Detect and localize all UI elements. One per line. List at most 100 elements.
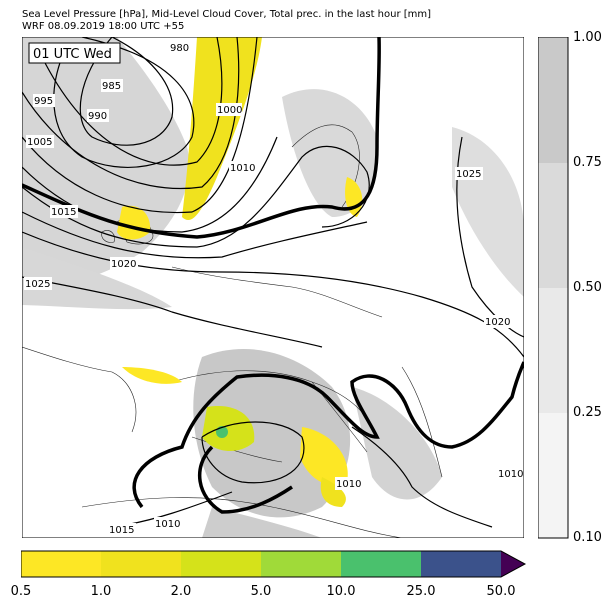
isobar-label: 1015 [109, 525, 134, 536]
isobar-985 [53, 37, 195, 168]
cloud-area-mediterranean [193, 348, 351, 518]
coast-south-europe [171, 370, 373, 428]
bold-1015-contour [22, 37, 524, 514]
isobar-1010 [22, 145, 370, 248]
cloud-bin-2 [538, 163, 568, 288]
precip-band-atlantic [182, 37, 262, 221]
coast-north-europe [171, 266, 383, 318]
precip-tick-label: 2.0 [170, 584, 192, 599]
isobar-980 [79, 37, 174, 146]
isobar-label: 995 [34, 96, 53, 107]
cloud-area-biscay [22, 247, 172, 310]
cloud-tick-label: 0.50 [573, 280, 602, 295]
isobar-label: 1005 [27, 137, 52, 148]
coast-sardinia-line [191, 436, 283, 463]
isobar-label: 1020 [111, 259, 136, 270]
chart-subtitle: WRF 08.09.2019 18:00 UTC +55 [22, 21, 185, 32]
precip-bin-3 [181, 551, 261, 577]
isobar-995 [22, 37, 240, 190]
precip-iberia [122, 367, 182, 384]
label-bg-990 [87, 109, 109, 122]
isobar-label: 1015 [51, 207, 76, 218]
precip-tyrrhenian [300, 427, 348, 486]
cloud-colorbar [538, 37, 569, 539]
label-bg-1010-s [154, 517, 182, 530]
isobar-label: 985 [102, 81, 121, 92]
precip-bin-4 [261, 551, 341, 577]
cloud-tick-label: 0.10 [573, 530, 602, 545]
precip-bin-1 [21, 551, 101, 577]
cloud-area-africa [202, 507, 322, 538]
label-bg-1010-se [497, 467, 523, 480]
time-box: 01 UTC Wed [28, 42, 121, 64]
isobar-label: 1010 [155, 519, 180, 530]
cloud-tick-label: 0.75 [573, 155, 602, 170]
precip-layer [117, 37, 363, 507]
isobar-label: 990 [88, 111, 107, 122]
precip-tick-label: 1.0 [90, 584, 112, 599]
precip-corsica [202, 406, 255, 452]
label-bg-985 [101, 79, 123, 92]
time-label: 01 UTC Wed [33, 47, 112, 62]
isobar-label: 1010 [336, 479, 361, 490]
cloud-area-ionian [352, 387, 442, 500]
precip-bin-6 [421, 551, 501, 577]
precip-sicily [320, 477, 346, 507]
chart-title: Sea Level Pressure [hPa], Mid-Level Clou… [22, 9, 432, 20]
coast-balkans [401, 366, 443, 478]
time-box-frame [28, 42, 121, 64]
isobar-1000 [22, 37, 258, 214]
label-bg-1005 [26, 135, 54, 148]
isobar-label: 1025 [456, 169, 481, 180]
isobar-1010-south [351, 426, 493, 528]
isobar-label: 1020 [485, 317, 510, 328]
coast-iberia [22, 346, 137, 433]
precip-bin-5 [341, 551, 421, 577]
isobar-1015 [22, 211, 368, 259]
label-bg-1025 [24, 277, 52, 290]
isobar-1005 [22, 136, 278, 233]
precip-tick-label: 50.0 [486, 584, 516, 599]
label-bg-1025-east [455, 167, 483, 180]
precip-colorbar-frame [21, 550, 527, 578]
precip-tick-label: 10.0 [326, 584, 356, 599]
label-bg-1015 [50, 205, 78, 218]
isobar-1020 [22, 231, 524, 358]
cloud-tick-label: 0.25 [573, 405, 602, 420]
cloud-bin-4 [538, 413, 568, 538]
coast-ireland [101, 230, 115, 243]
bold-contour-north [22, 37, 381, 239]
isobar-990 [41, 37, 223, 166]
isobar-1025 [22, 276, 323, 348]
precip-peak [216, 426, 228, 438]
precip-bin-2 [101, 551, 181, 577]
precip-bin-extend [501, 551, 525, 577]
label-bg-1015-sw [108, 523, 136, 536]
isobar-label: 1010 [498, 469, 523, 480]
label-bg-995 [33, 94, 55, 107]
cloud-bin-1 [538, 37, 568, 163]
cloud-bin-3 [538, 288, 568, 413]
label-bg-1010 [229, 161, 257, 174]
precip-tick-label: 25.0 [406, 584, 436, 599]
label-bg-980 [169, 41, 191, 54]
coast-africa [81, 497, 403, 538]
label-bg-1010-med [335, 477, 363, 490]
isobar-label: 1025 [25, 279, 50, 290]
isobar-label: 1000 [217, 105, 242, 116]
weather-map: 980 985 990 995 1000 1005 1010 1015 1020… [22, 37, 524, 538]
isobar-label: 980 [170, 43, 189, 54]
isobar-label: 1010 [230, 163, 255, 174]
label-bg-1020-east [484, 315, 512, 328]
precip-tick-label: 5.0 [250, 584, 272, 599]
cloud-tick-label: 1.00 [573, 30, 602, 45]
label-bg-1020 [110, 257, 138, 270]
bold-contour-south [132, 361, 524, 509]
bold-contour-inner [197, 445, 293, 514]
isobar-labels: 980 985 990 995 1000 1005 1010 1015 1020… [24, 41, 523, 536]
label-bg-1000 [216, 103, 242, 116]
cloud-colorbar-frame [538, 37, 569, 539]
isobar-1010-med [201, 421, 305, 484]
precip-colorbar [21, 550, 527, 578]
precip-tick-label: 0.5 [10, 584, 32, 599]
